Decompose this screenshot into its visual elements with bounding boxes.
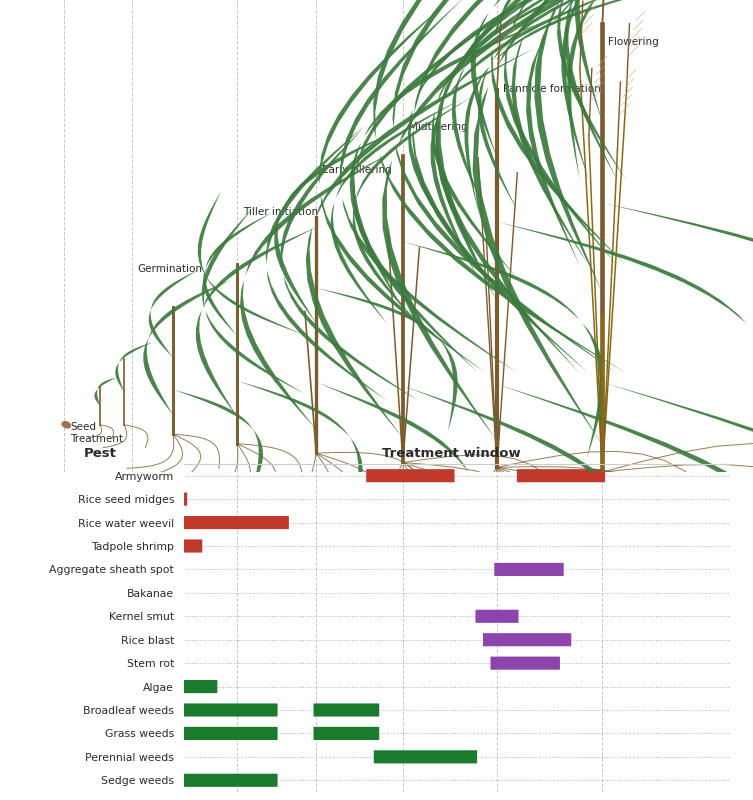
Polygon shape: [408, 0, 592, 278]
Text: Early tillering: Early tillering: [322, 165, 392, 174]
Polygon shape: [436, 0, 689, 374]
Polygon shape: [526, 0, 753, 266]
FancyBboxPatch shape: [148, 516, 289, 529]
Polygon shape: [173, 390, 263, 494]
Polygon shape: [602, 203, 753, 583]
Polygon shape: [465, 0, 689, 210]
Polygon shape: [504, 0, 736, 266]
Polygon shape: [431, 0, 654, 278]
Polygon shape: [473, 0, 753, 445]
FancyBboxPatch shape: [373, 750, 477, 763]
Polygon shape: [567, 0, 753, 181]
Text: Seed
Treatment: Seed Treatment: [70, 422, 123, 444]
Text: Treatment window: Treatment window: [383, 447, 521, 460]
Polygon shape: [198, 191, 305, 335]
Polygon shape: [435, 0, 724, 301]
Polygon shape: [497, 384, 753, 800]
FancyBboxPatch shape: [366, 469, 455, 482]
Polygon shape: [478, 0, 662, 210]
Polygon shape: [471, 0, 675, 158]
FancyBboxPatch shape: [129, 493, 187, 506]
Polygon shape: [316, 288, 458, 431]
Polygon shape: [115, 342, 153, 392]
FancyBboxPatch shape: [475, 610, 519, 623]
Polygon shape: [274, 130, 399, 323]
Polygon shape: [306, 48, 535, 438]
Text: Pannicle formation: Pannicle formation: [503, 84, 601, 94]
FancyBboxPatch shape: [148, 774, 278, 787]
FancyBboxPatch shape: [50, 586, 90, 599]
FancyBboxPatch shape: [313, 703, 380, 717]
Polygon shape: [431, 0, 606, 278]
Text: Tiller initiation: Tiller initiation: [243, 207, 319, 217]
Polygon shape: [497, 222, 753, 516]
Polygon shape: [403, 386, 659, 713]
Polygon shape: [412, 0, 630, 374]
FancyBboxPatch shape: [517, 469, 605, 482]
Polygon shape: [352, 97, 472, 325]
FancyBboxPatch shape: [148, 703, 278, 717]
Text: Midtillering: Midtillering: [409, 122, 468, 132]
Polygon shape: [561, 0, 753, 181]
Polygon shape: [237, 381, 363, 527]
Polygon shape: [203, 213, 272, 336]
Polygon shape: [316, 382, 481, 604]
Polygon shape: [240, 150, 395, 430]
Polygon shape: [331, 99, 462, 325]
Polygon shape: [319, 0, 486, 373]
Polygon shape: [94, 378, 117, 406]
Polygon shape: [511, 0, 753, 266]
FancyBboxPatch shape: [129, 539, 203, 553]
Polygon shape: [383, 0, 701, 441]
Polygon shape: [491, 0, 697, 266]
Polygon shape: [557, 0, 753, 181]
Polygon shape: [373, 0, 626, 374]
FancyBboxPatch shape: [490, 657, 560, 670]
Polygon shape: [349, 18, 554, 309]
Polygon shape: [266, 126, 388, 402]
Polygon shape: [392, 0, 617, 374]
Polygon shape: [565, 0, 753, 181]
Polygon shape: [602, 382, 753, 800]
Ellipse shape: [62, 422, 71, 428]
FancyBboxPatch shape: [313, 727, 380, 740]
FancyBboxPatch shape: [494, 563, 564, 576]
Polygon shape: [340, 0, 517, 373]
Polygon shape: [143, 280, 231, 415]
Polygon shape: [575, 0, 753, 122]
Polygon shape: [196, 226, 319, 417]
Text: Germination: Germination: [138, 264, 203, 274]
Polygon shape: [202, 208, 305, 394]
FancyBboxPatch shape: [483, 633, 572, 646]
FancyBboxPatch shape: [129, 680, 218, 693]
Polygon shape: [148, 270, 198, 358]
Text: Flowering: Flowering: [608, 37, 659, 47]
FancyBboxPatch shape: [148, 727, 278, 740]
Polygon shape: [535, 0, 753, 293]
Polygon shape: [353, 0, 531, 373]
Polygon shape: [281, 127, 419, 402]
Polygon shape: [452, 0, 644, 210]
Polygon shape: [403, 242, 605, 458]
Text: Pest: Pest: [84, 447, 116, 460]
